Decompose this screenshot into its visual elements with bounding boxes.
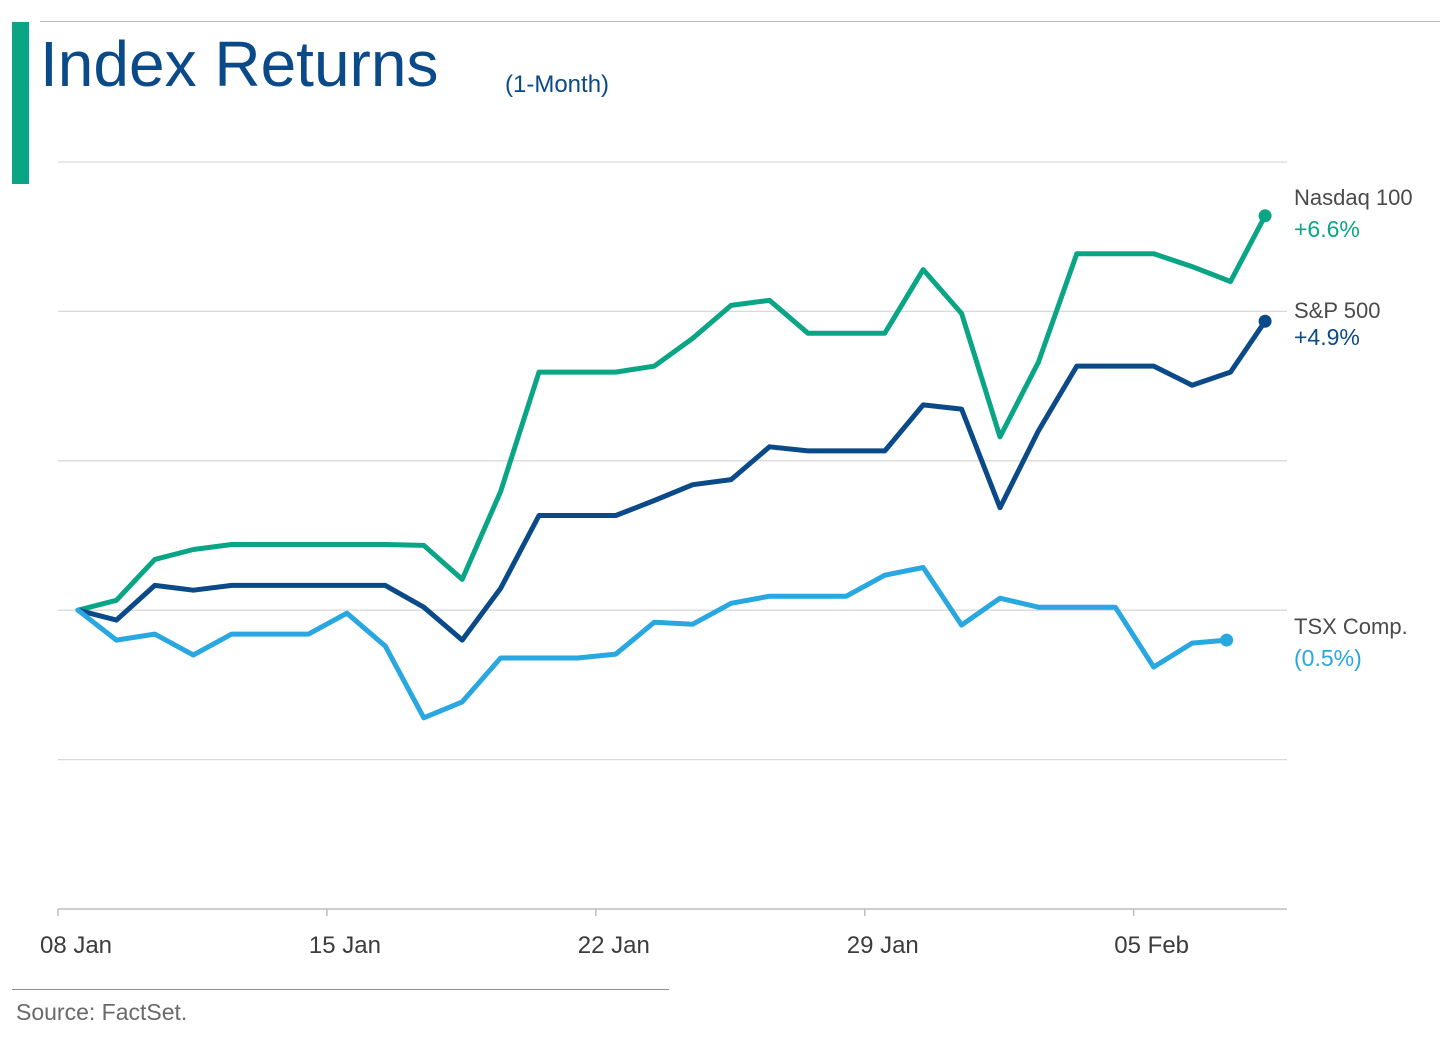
- x-tick-label: 22 Jan: [578, 932, 650, 959]
- x-tick-label: 15 Jan: [309, 932, 381, 959]
- series-end-dot: [1258, 314, 1272, 328]
- series-lines: [75, 209, 1272, 721]
- title-accent-bar: [12, 22, 29, 184]
- series-name-label: Nasdaq 100: [1294, 185, 1413, 210]
- series-name-label: TSX Comp.: [1294, 614, 1408, 639]
- top-rule: [40, 21, 1440, 22]
- x-axis: 08 Jan 15 Jan 22 Jan 29 Jan 05 Feb: [40, 908, 1287, 959]
- series-line: [75, 565, 1230, 721]
- chart-subtitle: (1-Month): [505, 71, 610, 98]
- x-tick-label: 29 Jan: [847, 932, 919, 959]
- series-value-label: (0.5%): [1294, 645, 1362, 671]
- series-end-dot: [1220, 633, 1234, 647]
- source-note: Source: FactSet.: [16, 999, 188, 1025]
- chart-title: Index Returns: [40, 28, 439, 100]
- series-end-dot: [1258, 209, 1272, 223]
- series-end-labels: Nasdaq 100 +6.6% S&P 500+4.9% TSX Comp. (0.5…: [1294, 185, 1413, 671]
- series-value-label: +4.9%: [1294, 324, 1360, 350]
- x-tick-label: 08 Jan: [40, 932, 112, 959]
- series-line: [75, 318, 1268, 643]
- footer-rule: [12, 989, 669, 990]
- series-name-label: S&P 500: [1294, 298, 1380, 323]
- grid-lines: [58, 161, 1287, 761]
- x-tick-label: 05 Feb: [1114, 932, 1189, 959]
- series-value-label: +6.6%: [1294, 216, 1360, 242]
- series-line: [75, 213, 1268, 613]
